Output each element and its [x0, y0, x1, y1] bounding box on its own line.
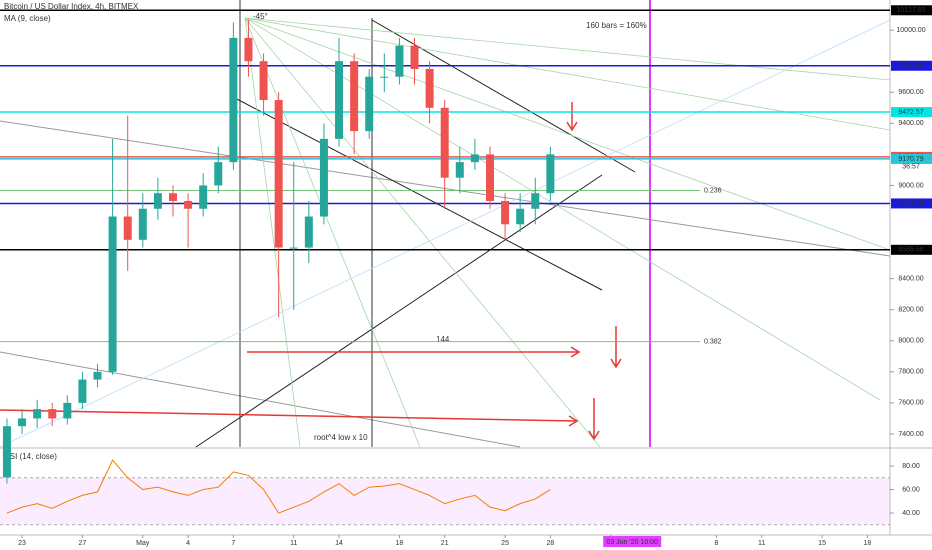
candle-body	[289, 247, 298, 249]
candle-body	[199, 185, 208, 209]
x-tick-label: 23	[18, 540, 26, 547]
candle-body	[410, 45, 419, 69]
candle-body	[93, 371, 102, 380]
annotation: 160 bars = 160%	[586, 21, 647, 30]
candle-body	[304, 216, 313, 248]
candle-body	[2, 426, 11, 478]
y-tick-label: 9400.00	[898, 120, 923, 127]
x-tick-label: 28	[546, 540, 554, 547]
y-tick-label: 80.00	[902, 463, 920, 470]
candle-body	[214, 162, 223, 186]
candle-body	[184, 200, 193, 209]
candle-body	[48, 409, 57, 419]
candle-body	[501, 200, 510, 225]
y-tick-label: 40.00	[902, 510, 920, 517]
candle-body	[395, 45, 404, 77]
x-tick-label: May	[136, 540, 150, 547]
price-level-tag	[891, 60, 932, 71]
x-tick-label: 11	[758, 540, 765, 547]
price-level-tag	[891, 198, 932, 209]
x-tick-label: 7	[231, 540, 235, 547]
candle-body	[168, 193, 177, 201]
y-tick-label: 9000.00	[898, 182, 923, 189]
candle-body	[440, 107, 449, 178]
candle-body	[259, 61, 268, 101]
candle-body	[425, 68, 434, 108]
x-tick-label: 21	[441, 540, 449, 547]
cursor-tag	[603, 536, 662, 547]
price-level-label: 10127.85	[896, 7, 925, 14]
x-tick-label: 27	[79, 540, 87, 547]
price-level-tag	[891, 107, 932, 118]
rsi-line	[6, 459, 551, 514]
price-level-tag	[891, 153, 932, 164]
x-tick-label: 18	[863, 540, 871, 547]
price-level-tag	[891, 5, 932, 16]
candle-body	[319, 138, 328, 217]
price-level-label: 9770.62	[898, 63, 923, 70]
channel-line	[195, 174, 603, 448]
candle-body	[78, 379, 87, 403]
candle-body	[123, 216, 132, 240]
candle-body	[516, 208, 525, 225]
chart-title: Bitcoin / US Dollar Index, 4h, BITMEX	[4, 2, 139, 11]
candle-body	[380, 76, 389, 78]
price-level-label: 8585.68	[898, 247, 923, 254]
x-tick-label: 15	[818, 540, 826, 547]
fib-label: 0.382	[704, 339, 722, 346]
candle-body	[274, 100, 283, 248]
x-tick-label: 11	[290, 540, 297, 547]
rsi-band	[0, 477, 890, 525]
y-tick-label: 7400.00	[898, 431, 923, 438]
candle-body	[455, 162, 464, 178]
y-tick-label: 7800.00	[898, 369, 923, 376]
trend-line	[0, 351, 521, 448]
countdown: 36:57	[902, 164, 920, 171]
annotation: -45°	[253, 12, 268, 21]
price-level-tag	[891, 244, 932, 255]
rsi-title: RSI (14, close)	[4, 452, 57, 461]
price-level-label: 8884.15	[898, 200, 923, 207]
candle-body	[18, 418, 27, 427]
candle-body	[335, 61, 344, 139]
candle-body	[229, 37, 238, 163]
indicator-label: MA (9, close)	[4, 14, 51, 23]
x-tick-label: 4	[186, 540, 190, 547]
candle-body	[470, 154, 479, 163]
channel-line	[371, 19, 636, 173]
cursor-label: 03 Jun '20 10:00	[606, 539, 658, 546]
y-tick-label: 9600.00	[898, 89, 923, 96]
candle-body	[138, 208, 147, 240]
y-tick-label: 8000.00	[898, 338, 923, 345]
candle-body	[531, 193, 540, 209]
price-level-label: 9472.57	[898, 109, 923, 116]
candle-body	[546, 154, 555, 194]
arrow	[0, 102, 622, 441]
x-tick-label: 18	[396, 540, 404, 547]
candle-body	[153, 193, 162, 209]
candle-body	[108, 216, 117, 372]
candle-body	[350, 61, 359, 132]
price-level-label: 9170.79	[898, 156, 923, 163]
y-tick-label: 10000.00	[896, 27, 925, 34]
annotation: root^4 low x 10	[314, 433, 368, 442]
candle-body	[33, 409, 42, 419]
annotation: 144	[436, 335, 450, 344]
y-tick-label: 60.00	[902, 486, 920, 493]
candle-body	[365, 76, 374, 132]
y-tick-label: 8400.00	[898, 275, 923, 282]
fib-label: 0.236	[704, 187, 722, 194]
candle-body	[485, 154, 494, 201]
x-tick-label: 25	[501, 540, 509, 547]
channel-line	[232, 96, 603, 291]
y-tick-label: 7600.00	[898, 400, 923, 407]
y-tick-label: 8200.00	[898, 307, 923, 314]
x-tick-label: 8	[714, 540, 718, 547]
candle-body	[244, 37, 253, 62]
candle-body	[63, 402, 72, 419]
x-tick-label: 14	[335, 540, 343, 547]
